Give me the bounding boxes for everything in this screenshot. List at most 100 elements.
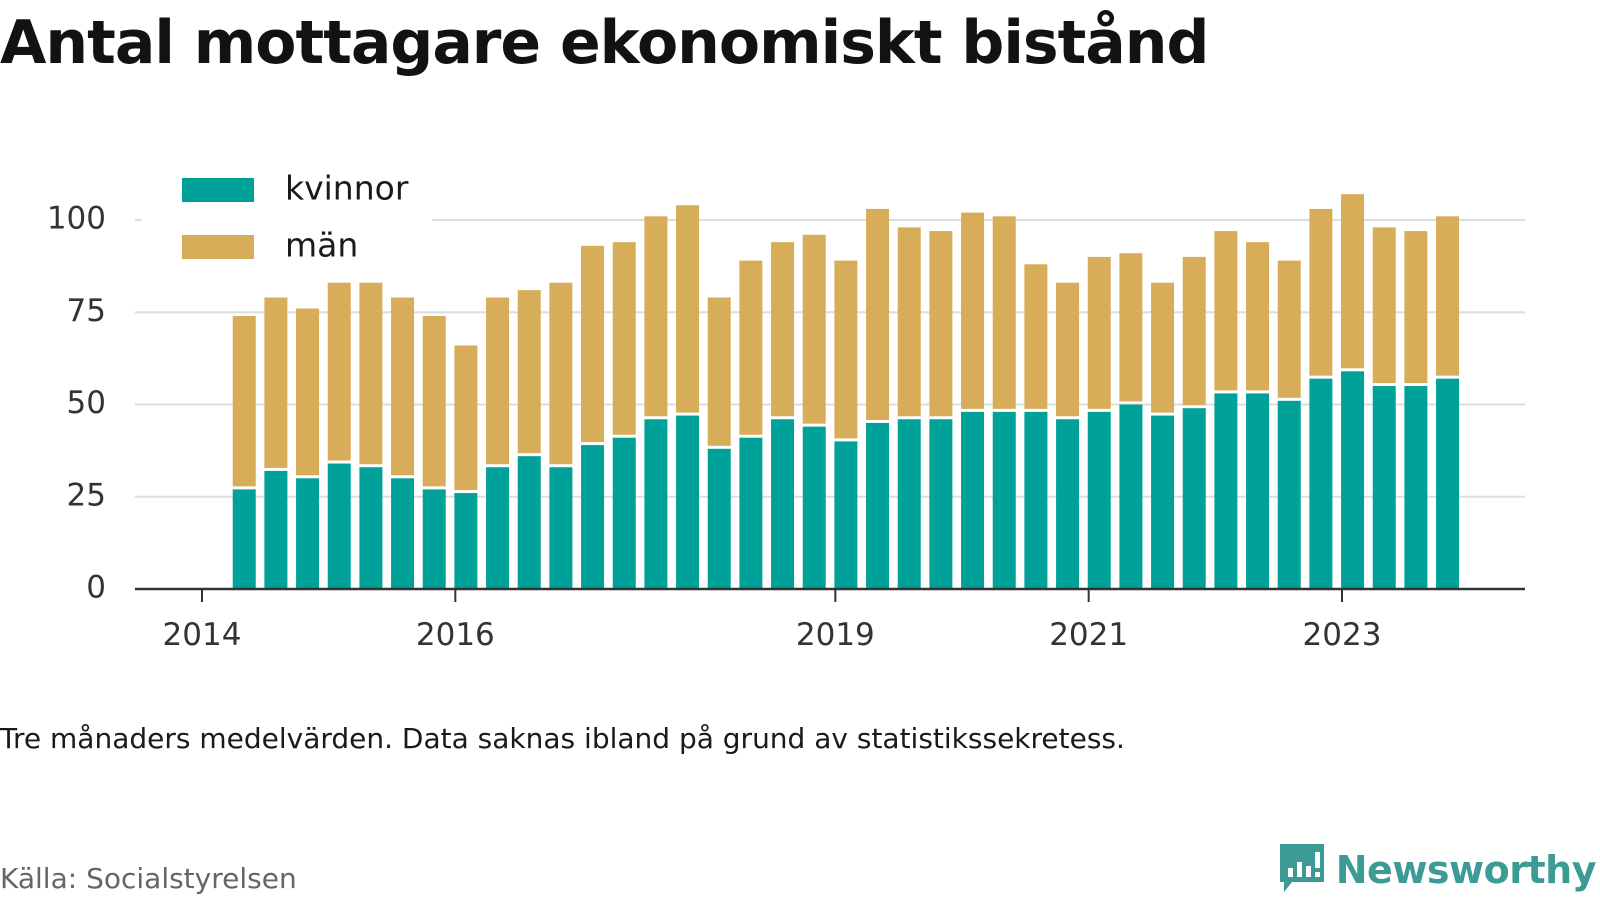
bar-kvinnor-2015-05 [359,467,383,589]
bar-man-2016-08 [517,290,541,454]
bar-man-2017-02 [581,245,605,443]
y-tick-label-100: 100 [47,201,106,237]
bar-man-2023-11 [1436,216,1460,376]
bar-kvinnor-2017-05 [612,437,636,589]
bar-man-2015-02 [327,282,351,461]
bar-kvinnor-2022-08 [1277,400,1301,589]
bar-kvinnor-2014-08 [264,470,288,589]
bar-kvinnor-2023-02 [1341,371,1365,589]
y-tick-label-0: 0 [86,570,106,606]
bar-kvinnor-2019-05 [866,422,890,589]
bar-man-2014-05 [232,315,256,487]
bar-kvinnor-2015-02 [327,463,351,589]
brand-name: Newsworthy [1335,848,1597,892]
bar-man-2023-05 [1372,227,1396,384]
bar-man-2023-02 [1341,194,1365,369]
bar-kvinnor-2018-05 [739,437,763,589]
x-tick-label-2023: 2023 [1303,617,1382,653]
bar-kvinnor-2021-11 [1182,408,1206,589]
bar-man-2022-11 [1309,208,1333,376]
bar-man-2019-08 [897,227,921,417]
bar-kvinnor-2016-05 [486,467,510,589]
bar-kvinnor-2014-11 [296,478,320,589]
bar-man-2020-05 [992,216,1016,409]
bar-man-2018-05 [739,260,763,435]
chart-note: Tre månaders medelvärden. Data saknas ib… [0,722,1125,755]
bar-kvinnor-2022-05 [1246,393,1270,589]
bar-kvinnor-2017-02 [581,445,605,589]
bar-man-2014-11 [296,308,320,476]
bar-man-2017-08 [644,216,668,417]
bar-man-2018-02 [707,297,731,446]
bar-man-2018-11 [802,234,826,424]
bar-man-2021-02 [1087,256,1111,409]
bar-kvinnor-2015-11 [422,489,446,589]
bar-kvinnor-2019-02 [834,441,858,589]
legend-label-man: män [285,226,358,265]
bar-kvinnor-2021-05 [1119,404,1143,589]
bar-kvinnor-2016-02 [454,493,478,589]
bar-kvinnor-2021-08 [1151,415,1175,589]
bar-man-2015-05 [359,282,383,465]
axes: 0 25 50 75 100 2014 2016 2019 2021 2023 [47,201,1525,653]
bar-kvinnor-2020-05 [992,411,1016,589]
bar-man-2023-08 [1404,231,1428,384]
bar-kvinnor-2023-05 [1372,386,1396,589]
bar-man-2020-11 [1056,282,1080,417]
x-tick-label-2016: 2016 [416,617,495,653]
bar-kvinnor-2019-11 [929,419,953,589]
bar-kvinnor-2022-02 [1214,393,1238,589]
x-tick-label-2019: 2019 [796,617,875,653]
newsworthy-icon [1279,844,1324,892]
legend-label-kvinnor: kvinnor [285,169,409,208]
bar-man-2021-05 [1119,253,1143,402]
bar-kvinnor-2020-11 [1056,419,1080,589]
y-tick-label-75: 75 [67,293,106,329]
y-tick-label-25: 25 [67,477,106,513]
bar-man-2017-05 [612,242,636,435]
bar-man-2015-08 [391,297,415,476]
source-credit: Källa: Socialstyrelsen [0,862,297,895]
bar-kvinnor-2018-11 [802,426,826,589]
bar-kvinnor-2019-08 [897,419,921,589]
bar-kvinnor-2015-08 [391,478,415,589]
bar-kvinnor-2020-08 [1024,411,1048,589]
bar-man-2019-05 [866,208,890,420]
bar-man-2020-02 [961,212,985,409]
bar-kvinnor-2014-05 [232,489,256,589]
bar-kvinnor-2018-02 [707,448,731,589]
bar-man-2016-11 [549,282,573,465]
bar-man-2016-05 [486,297,510,465]
bar-man-2019-02 [834,260,858,439]
bar-kvinnor-2021-02 [1087,411,1111,589]
bar-man-2015-11 [422,315,446,487]
bars [232,194,1460,589]
bar-man-2021-08 [1151,282,1175,413]
x-tick-label-2021: 2021 [1049,617,1128,653]
bar-man-2022-02 [1214,231,1238,391]
bar-man-2020-08 [1024,264,1048,409]
bar-kvinnor-2020-02 [961,411,985,589]
bar-man-2022-08 [1277,260,1301,398]
bar-kvinnor-2018-08 [771,419,795,589]
brand-logo: Newsworthy [1278,840,1597,900]
bar-man-2019-11 [929,231,953,417]
bar-man-2021-11 [1182,256,1206,406]
bar-man-2018-08 [771,242,795,417]
bar-man-2014-08 [264,297,288,468]
bar-kvinnor-2016-08 [517,456,541,589]
bar-kvinnor-2017-11 [676,415,700,589]
legend-swatch-man [182,235,254,259]
y-tick-label-50: 50 [67,385,106,421]
bar-kvinnor-2023-11 [1436,378,1460,589]
bar-man-2016-02 [454,345,478,491]
x-tick-label-2014: 2014 [163,617,242,653]
bar-kvinnor-2022-11 [1309,378,1333,589]
legend: kvinnor män [142,112,432,265]
bar-kvinnor-2023-08 [1404,386,1428,589]
bar-man-2017-11 [676,205,700,413]
bar-man-2022-05 [1246,242,1270,391]
bar-kvinnor-2016-11 [549,467,573,589]
bar-kvinnor-2017-08 [644,419,668,589]
chart-title: Antal mottagare ekonomiskt bistånd [0,8,1209,78]
